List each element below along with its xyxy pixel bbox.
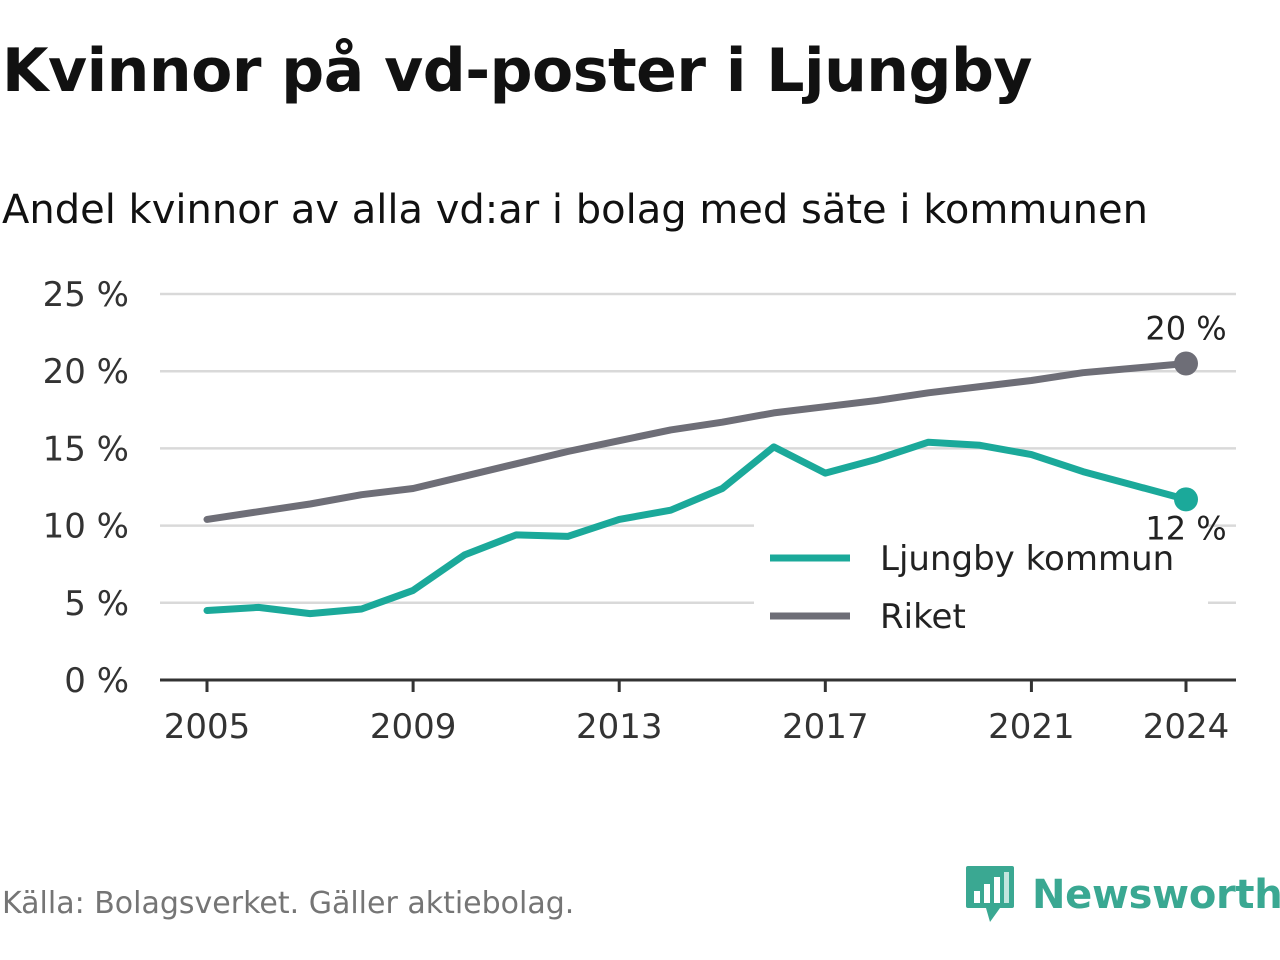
x-tick-label: 2009 [370,707,457,747]
x-tick-label: 2024 [1143,707,1230,747]
brand-name: Newsworthy [1032,872,1280,918]
source-note: Källa: Bolagsverket. Gäller aktiebolag. [2,886,575,921]
end-labels: 20 % 12 % [1145,309,1226,547]
legend-label: Riket [880,597,966,637]
line-chart: 0 % 5 % 10 % 15 % 20 % 25 % 2005 2009 2013 2017 20… [43,275,1236,747]
y-tick-label: 15 % [43,429,129,469]
newsworthy-logo-icon [966,866,1014,922]
axes: 0 % 5 % 10 % 15 % 20 % 25 % 2005 2009 2013 2017 20… [43,275,1236,747]
y-tick-label: 25 % [43,275,129,315]
end-label-riket: 20 % [1145,309,1226,347]
y-tick-label: 0 % [64,661,129,701]
y-tick-label: 5 % [64,584,129,624]
x-tick-label: 2017 [782,707,869,747]
brand-logo: Newsworthy [964,864,1280,926]
chart-title: Kvinnor på vd-poster i Ljungby [2,36,1033,106]
end-marker-riket [1174,351,1198,376]
legend-background [754,523,1208,641]
end-label-ljungby: 12 % [1145,509,1226,547]
series-line-riket [203,360,1190,523]
chart-subtitle: Andel kvinnor av alla vd:ar i bolag med … [2,187,1148,233]
x-tick-label: 2013 [576,707,663,747]
legend: Ljungby kommun Riket [754,523,1208,641]
x-tick-label: 2021 [988,707,1075,747]
y-tick-label: 20 % [43,352,129,392]
y-tick-label: 10 % [43,507,129,547]
series-line-ljungby [203,438,1190,618]
end-marker-ljungby [1174,487,1198,512]
legend-label: Ljungby kommun [880,539,1174,579]
x-tick-label: 2005 [164,707,251,747]
series-lines [203,351,1198,618]
